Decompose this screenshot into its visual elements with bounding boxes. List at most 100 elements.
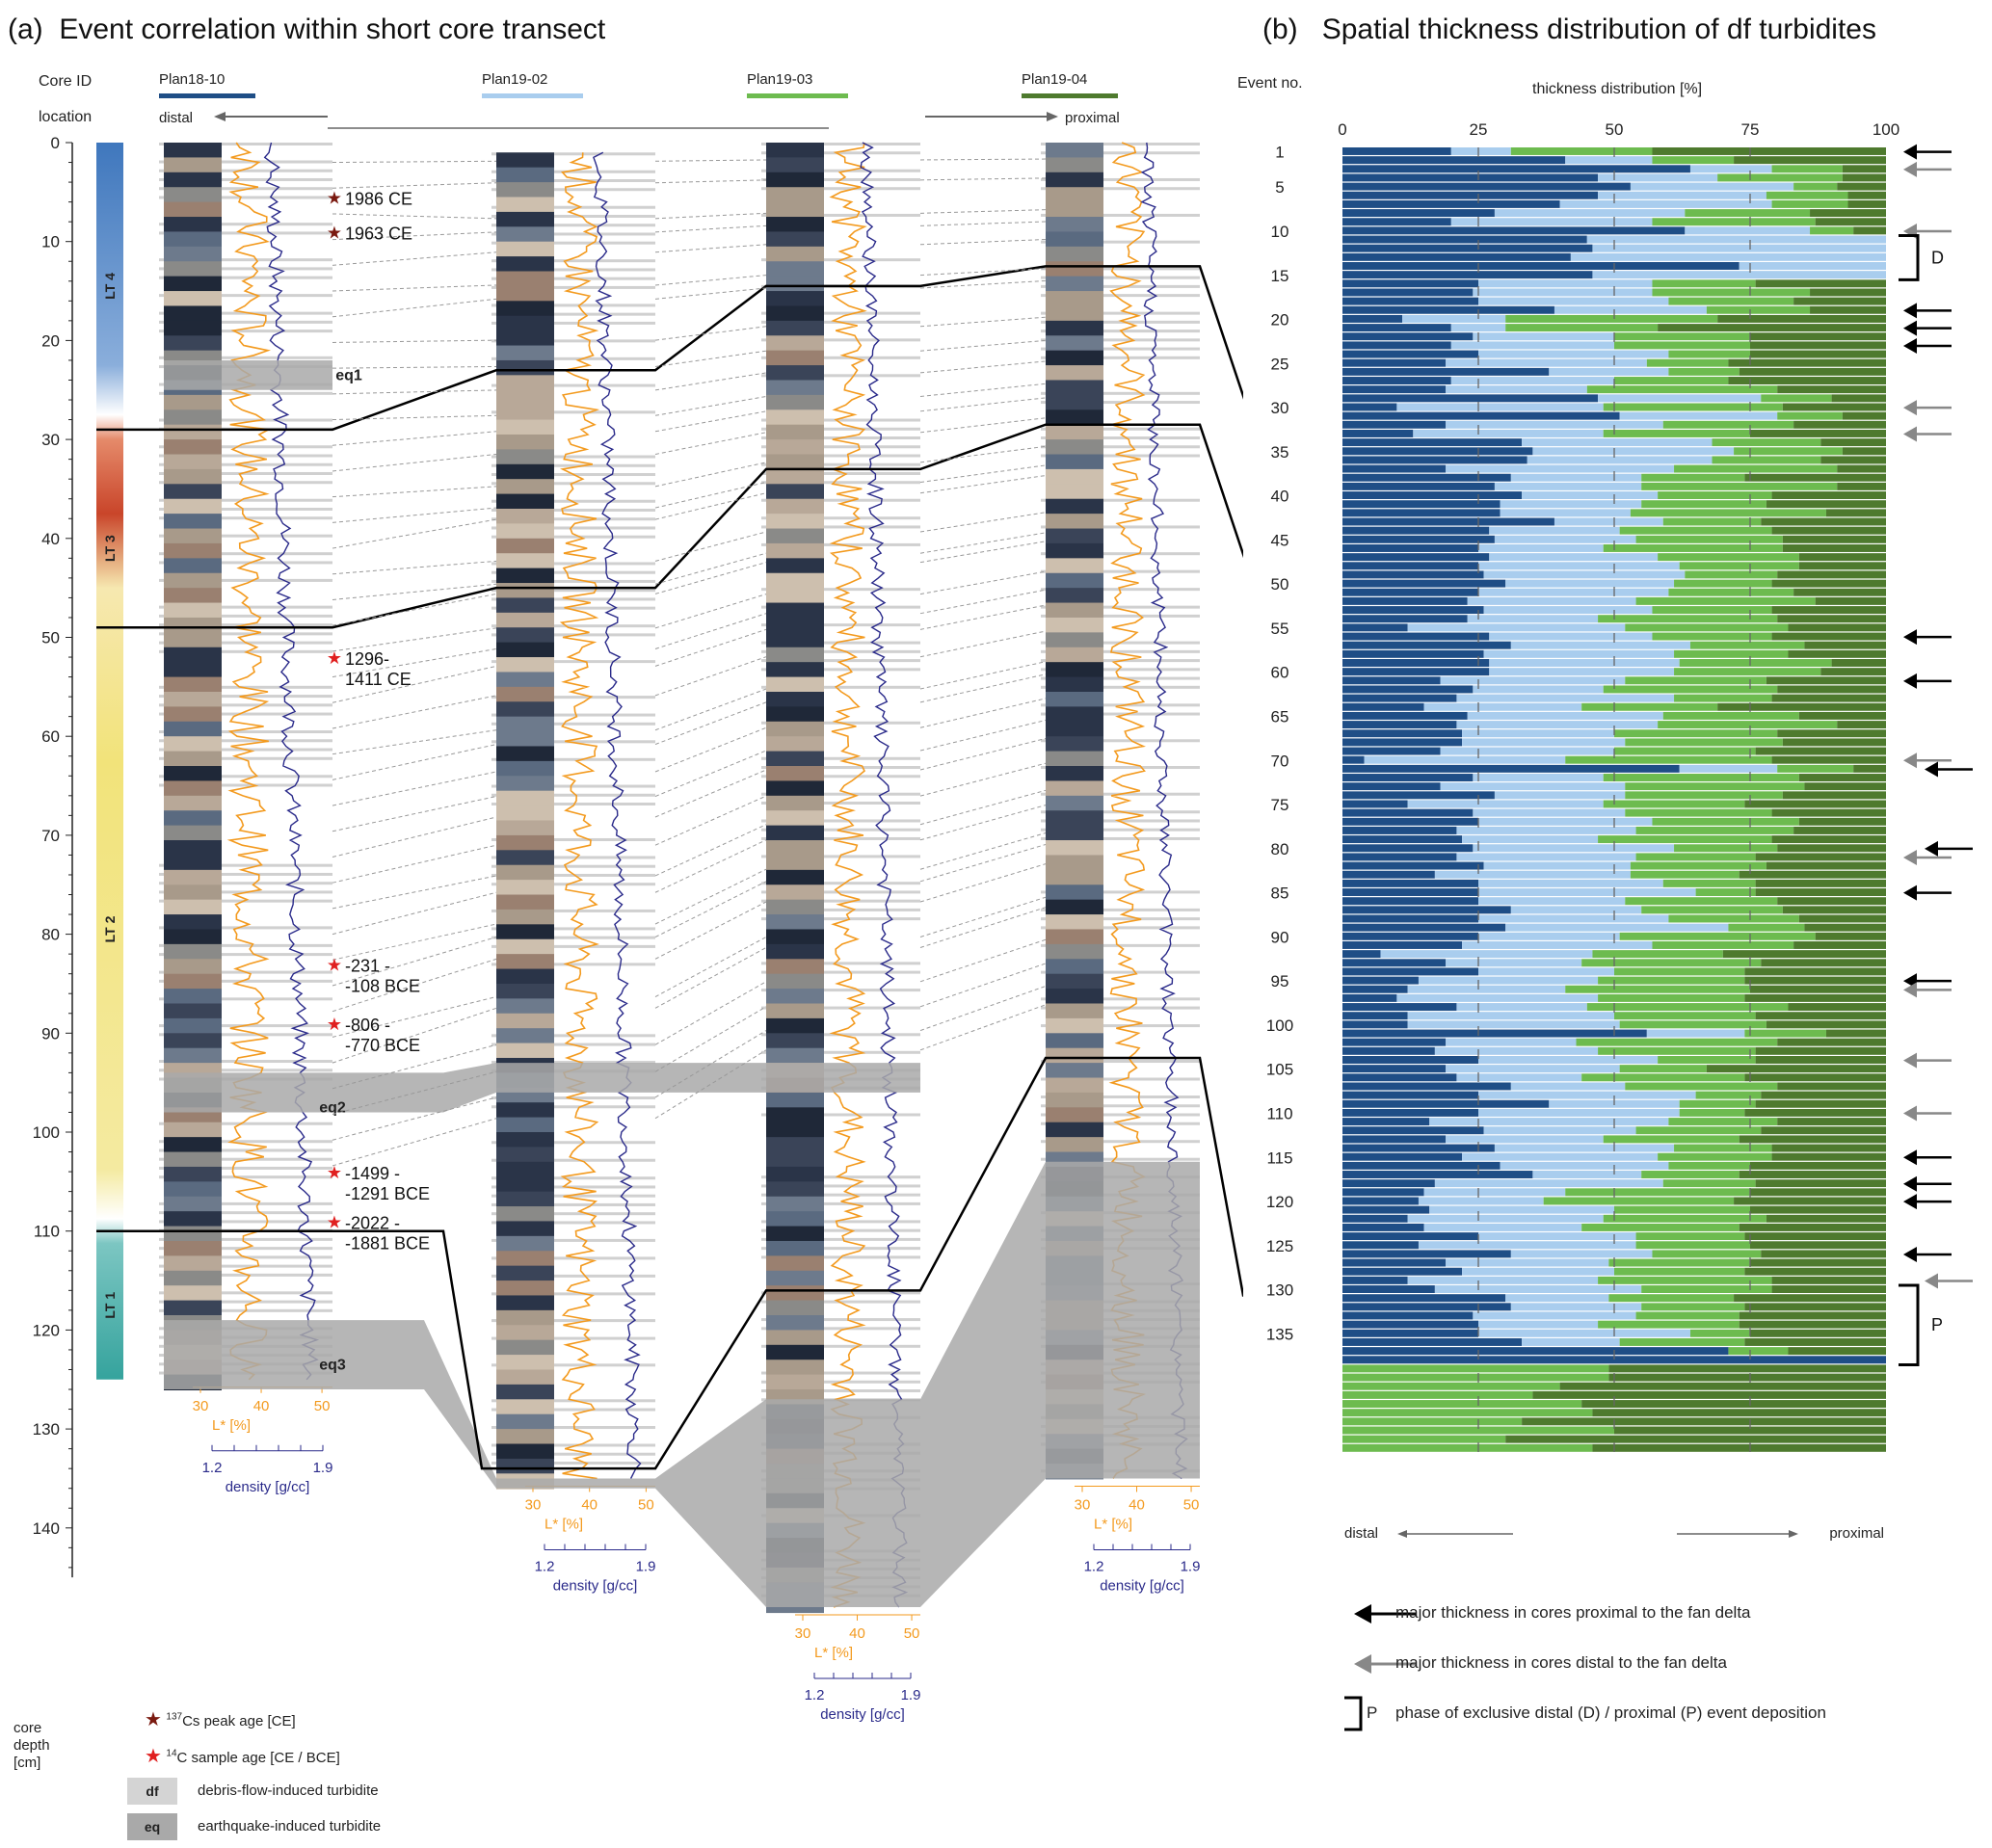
df-layer [761,418,920,422]
lstar-curve [226,142,272,1381]
bar-segment-plan19-04 [1777,385,1886,394]
correlation-dashed-line [332,486,497,498]
bar-segment-plan19-02 [1598,173,1718,182]
core-image-band [766,795,824,812]
bar-segment-plan18-10 [1342,199,1560,208]
df-layer [1041,267,1200,271]
core-image-band [164,157,222,173]
core-image-band [164,572,222,590]
bar-segment-plan18-10 [1342,235,1587,244]
bar-segment-plan18-10 [1342,861,1484,870]
core-image-band [1046,647,1103,664]
core-id-plan19-03: Plan19-03 [747,71,813,88]
bar-segment-plan18-10 [1342,358,1447,367]
correlation-dashed-line [919,239,1047,246]
core-image-band [496,834,554,852]
core-image-band [1046,973,1103,990]
df-layer [761,454,920,458]
core-image-band [164,1270,222,1287]
df-layer [1041,445,1200,449]
df-layer [1041,970,1200,974]
x-tick-label: 100 [1872,120,1899,139]
bar-segment-plan18-10 [1342,791,1495,800]
bar-segment-plan19-02 [1478,879,1663,887]
lithotype-boundary-line [96,423,1243,629]
bar-segment-plan19-04 [1581,1400,1886,1409]
bar-segment-plan18-10 [1342,1347,1729,1356]
bar-segment-plan19-02 [1559,199,1772,208]
bar-segment-plan19-02 [1456,694,1675,702]
correlation-dashed-line [654,628,767,667]
bar-segment-plan19-02 [1434,870,1631,879]
df-layer [159,1148,332,1152]
bar-segment-plan19-03 [1662,879,1756,887]
bar-segment-plan18-10 [1342,1214,1408,1223]
df-layer [1041,213,1200,217]
correlation-dashed-line [654,947,767,1009]
core-image-band [1046,217,1103,233]
df-layer [761,1318,920,1322]
y-tick-label: 30 [1271,399,1289,417]
df-layer [491,927,655,931]
core-image-band [496,226,554,243]
df-layer [491,624,655,628]
bar-segment-plan18-10 [1342,456,1527,464]
core-image-band [766,973,824,990]
bar-segment-plan19-02 [1407,800,1604,808]
bar-segment-plan19-03 [1625,738,1783,747]
bar-segment-plan19-04 [1798,562,1886,570]
df-layer [761,1300,920,1304]
core-image-band [766,1330,824,1346]
bar-segment-plan19-02 [1522,438,1713,447]
bar-segment-plan19-02 [1478,888,1696,897]
bar-segment-plan19-04 [1744,1267,1886,1276]
arrowhead-icon [1903,1052,1917,1069]
bar-segment-plan18-10 [1342,1152,1463,1161]
core-image-band [496,449,554,465]
lithotype-label: LT 4 [102,273,118,300]
bar-segment-plan19-02 [1478,588,1669,596]
bar-segment-plan19-03 [1652,817,1799,826]
bar-segment-plan19-03 [1630,861,1766,870]
y-tick-label: 70 [1271,752,1289,770]
core-image-band [1046,246,1103,263]
bar-segment-plan18-10 [1342,324,1451,332]
df-layer [159,1069,332,1072]
legend-cs: ★ 137Cs peak age [CE] [145,1707,296,1731]
df-layer [491,1443,655,1447]
df-layer [159,445,332,449]
df-layer [159,1140,332,1144]
bar-segment-plan19-04 [1744,800,1886,808]
correlation-dashed-line [919,532,1047,554]
bar-segment-plan18-10 [1342,1144,1495,1152]
df-layer [159,632,332,636]
core-image-band [766,943,824,961]
df-layer [159,1220,332,1224]
bar-segment-plan19-02 [1450,218,1653,226]
df-layer [761,498,920,502]
core-image-band [164,706,222,723]
bar-segment-plan19-02 [1446,1258,1609,1267]
bar-segment-plan19-04 [1771,755,1886,764]
df-layer [1041,926,1200,930]
df-layer [159,712,332,716]
bar-segment-plan18-10 [1342,1171,1533,1178]
cs-sup: 137 [166,1711,183,1723]
y-tick-label: 50 [1271,575,1289,594]
y-tick-label: 35 [1271,443,1289,462]
bar-segment-plan19-02 [1549,367,1669,376]
correlation-dashed-line [654,1030,767,1098]
df-layer [491,268,655,272]
arrowhead-icon [1903,144,1917,160]
correlation-dashed-line [654,562,767,594]
arrowhead-icon [1903,1105,1917,1122]
df-layer [491,963,655,966]
correlation-dashed-line [654,1006,767,1072]
bar-segment-plan18-10 [1342,641,1511,649]
core-image-band [1046,335,1103,352]
bar-segment-plan19-03 [1619,1020,1766,1029]
core-image-band [496,760,554,778]
core-image-band [164,305,222,322]
bar-segment-plan18-10 [1342,491,1523,500]
core-image-band [496,359,554,377]
